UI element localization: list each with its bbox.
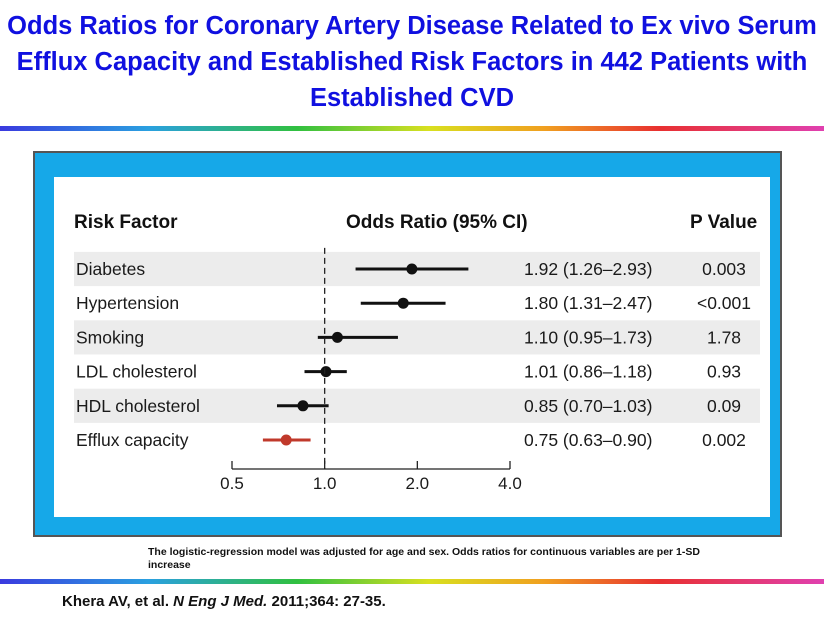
risk-factor-label: Efflux capacity [76,430,189,450]
odds-ratio-value: 1.10 (0.95–1.73) [524,327,652,347]
row-bands [74,251,760,423]
header-risk-factor: Risk Factor [74,212,178,233]
forest-plot: Risk Factor Odds Ratio (95% CI) P Value … [74,212,760,493]
chart-inner: Risk Factor Odds Ratio (95% CI) P Value … [54,177,770,517]
x-tick-label: 0.5 [220,474,244,493]
risk-factor-label: Smoking [76,327,144,347]
odds-ratio-point [320,366,332,378]
x-axis: 0.5 1.0 2.0 4.0 [220,461,522,493]
odds-ratio-point [397,297,409,309]
footnote: The logistic-regression model was adjust… [148,546,700,571]
odds-ratio-point [297,400,309,412]
table-row: HDL cholesterol 0.85 (0.70–1.03) 0.09 [76,396,741,416]
table-row: Hypertension 1.80 (1.31–2.47) <0.001 [76,293,751,313]
p-value: <0.001 [697,293,751,313]
odds-ratio-point [280,434,292,446]
odds-ratio-value: 1.92 (1.26–2.93) [524,259,652,279]
odds-ratio-point [331,331,343,343]
x-tick-label: 1.0 [313,474,337,493]
risk-factor-label: Hypertension [76,293,179,313]
citation-journal: N Eng J Med. [173,593,268,610]
table-row: Efflux capacity 0.75 (0.63–0.90) 0.002 [76,430,746,450]
page-title: Odds Ratios for Coronary Artery Disease … [7,12,817,112]
row-band [74,320,760,355]
header-p-value: P Value [690,212,757,233]
p-value: 0.003 [702,259,746,279]
odds-ratio-value: 1.80 (1.31–2.47) [524,293,652,313]
risk-factor-label: LDL cholesterol [76,362,197,382]
table-row: Smoking 1.10 (0.95–1.73) 1.78 [76,327,741,347]
risk-factor-label: HDL cholesterol [76,396,200,416]
risk-factor-label: Diabetes [76,259,145,279]
p-value: 0.93 [707,362,741,382]
p-value: 0.002 [702,430,746,450]
citation: Khera AV, et al. N Eng J Med. 2011;364: … [62,593,386,610]
rainbow-divider-bottom [0,579,824,584]
citation-details: 2011;364: 27-35. [267,593,386,610]
x-tick-label: 2.0 [406,474,430,493]
chart-panel: Risk Factor Odds Ratio (95% CI) P Value … [33,151,782,537]
odds-ratio-value: 1.01 (0.86–1.18) [524,362,652,382]
rainbow-divider-top [0,126,824,131]
table-row: LDL cholesterol 1.01 (0.86–1.18) 0.93 [76,362,741,382]
citation-authors: Khera AV, et al. [62,593,174,610]
rows: Diabetes 1.92 (1.26–2.93) 0.003 Hypertensio… [76,259,751,450]
odds-ratio-value: 0.85 (0.70–1.03) [524,396,652,416]
x-tick-label: 4.0 [498,474,522,493]
odds-ratio-point [406,263,418,275]
p-value: 0.09 [707,396,741,416]
p-value: 1.78 [707,327,741,347]
header-odds-ratio: Odds Ratio (95% CI) [346,212,528,233]
table-row: Diabetes 1.92 (1.26–2.93) 0.003 [76,259,746,279]
row-band [74,388,760,423]
odds-ratio-value: 0.75 (0.63–0.90) [524,430,652,450]
